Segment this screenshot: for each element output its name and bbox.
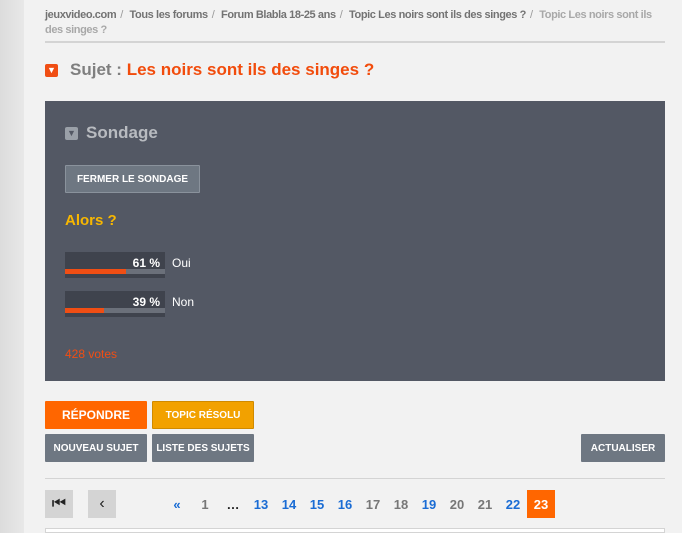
refresh-button[interactable]: ACTUALISER (581, 434, 665, 462)
poll-answer: 61 % Oui (65, 252, 191, 278)
page-link[interactable]: 21 (477, 496, 493, 512)
page-link[interactable]: 1 (201, 496, 209, 512)
answer-percent: 61 % (132, 256, 160, 270)
answer-percent: 39 % (132, 295, 160, 309)
prev-page-icon[interactable]: ‹ (88, 490, 116, 518)
page-link[interactable]: 19 (421, 496, 437, 512)
poll-answer: 39 % Non (65, 291, 194, 317)
side-background (0, 0, 24, 533)
first-page-icon[interactable]: ⏮ (45, 490, 73, 518)
breadcrumb-forum[interactable]: Forum Blabla 18-25 ans (221, 9, 336, 21)
first-page-link[interactable]: « (173, 496, 181, 512)
reply-button[interactable]: RÉPONDRE (45, 401, 147, 429)
divider (45, 478, 665, 479)
page-link[interactable]: 16 (337, 496, 353, 512)
breadcrumb-home[interactable]: jeuxvideo.com (45, 9, 117, 21)
breadcrumb-current: Topic Les noirs sont ils des singes ? (45, 9, 652, 36)
page-link: … (226, 496, 240, 512)
subject-title: Les noirs sont ils des singes ? (126, 60, 375, 79)
answer-label: Non (172, 295, 195, 309)
chevron-down-icon[interactable]: ▼ (45, 63, 58, 77)
topic-resolved-button[interactable]: TOPIC RÉSOLU (152, 401, 254, 429)
vote-count: 428 votes (65, 347, 118, 361)
page-link[interactable]: 14 (281, 496, 297, 512)
breadcrumb: jeuxvideo.com / Tous les forums / Forum Bl… (45, 9, 652, 36)
breadcrumb-topic[interactable]: Topic Les noirs sont ils des singes ? (349, 9, 526, 21)
page-link[interactable]: 17 (365, 496, 381, 512)
poll-heading: Sondage (86, 123, 158, 142)
new-topic-button[interactable]: NOUVEAU SUJET (45, 434, 147, 462)
message-box (45, 528, 665, 533)
poll-panel: ▼ Sondage FERMER LE SONDAGE Alors ? 61 % … (45, 101, 665, 381)
page-link[interactable]: 18 (393, 496, 409, 512)
page-link[interactable]: 13 (253, 496, 269, 512)
poll-question: Alors ? (65, 212, 117, 229)
answer-bar (65, 308, 104, 313)
page-link[interactable]: 15 (309, 496, 325, 512)
answer-label: Oui (172, 256, 191, 270)
answer-bar (65, 269, 126, 274)
page-link[interactable]: 22 (505, 496, 521, 512)
breadcrumb-forums[interactable]: Tous les forums (129, 9, 209, 21)
page-title: ▼ Sujet : Les noirs sont ils des singes … (45, 60, 374, 80)
close-poll-button[interactable]: FERMER LE SONDAGE (65, 165, 200, 193)
current-page: 23 (527, 490, 555, 518)
divider (45, 41, 665, 43)
subject-label: Sujet : (70, 60, 122, 79)
page-link[interactable]: 20 (449, 496, 465, 512)
chevron-down-icon[interactable]: ▼ (65, 126, 78, 140)
topic-list-button[interactable]: LISTE DES SUJETS (152, 434, 254, 462)
